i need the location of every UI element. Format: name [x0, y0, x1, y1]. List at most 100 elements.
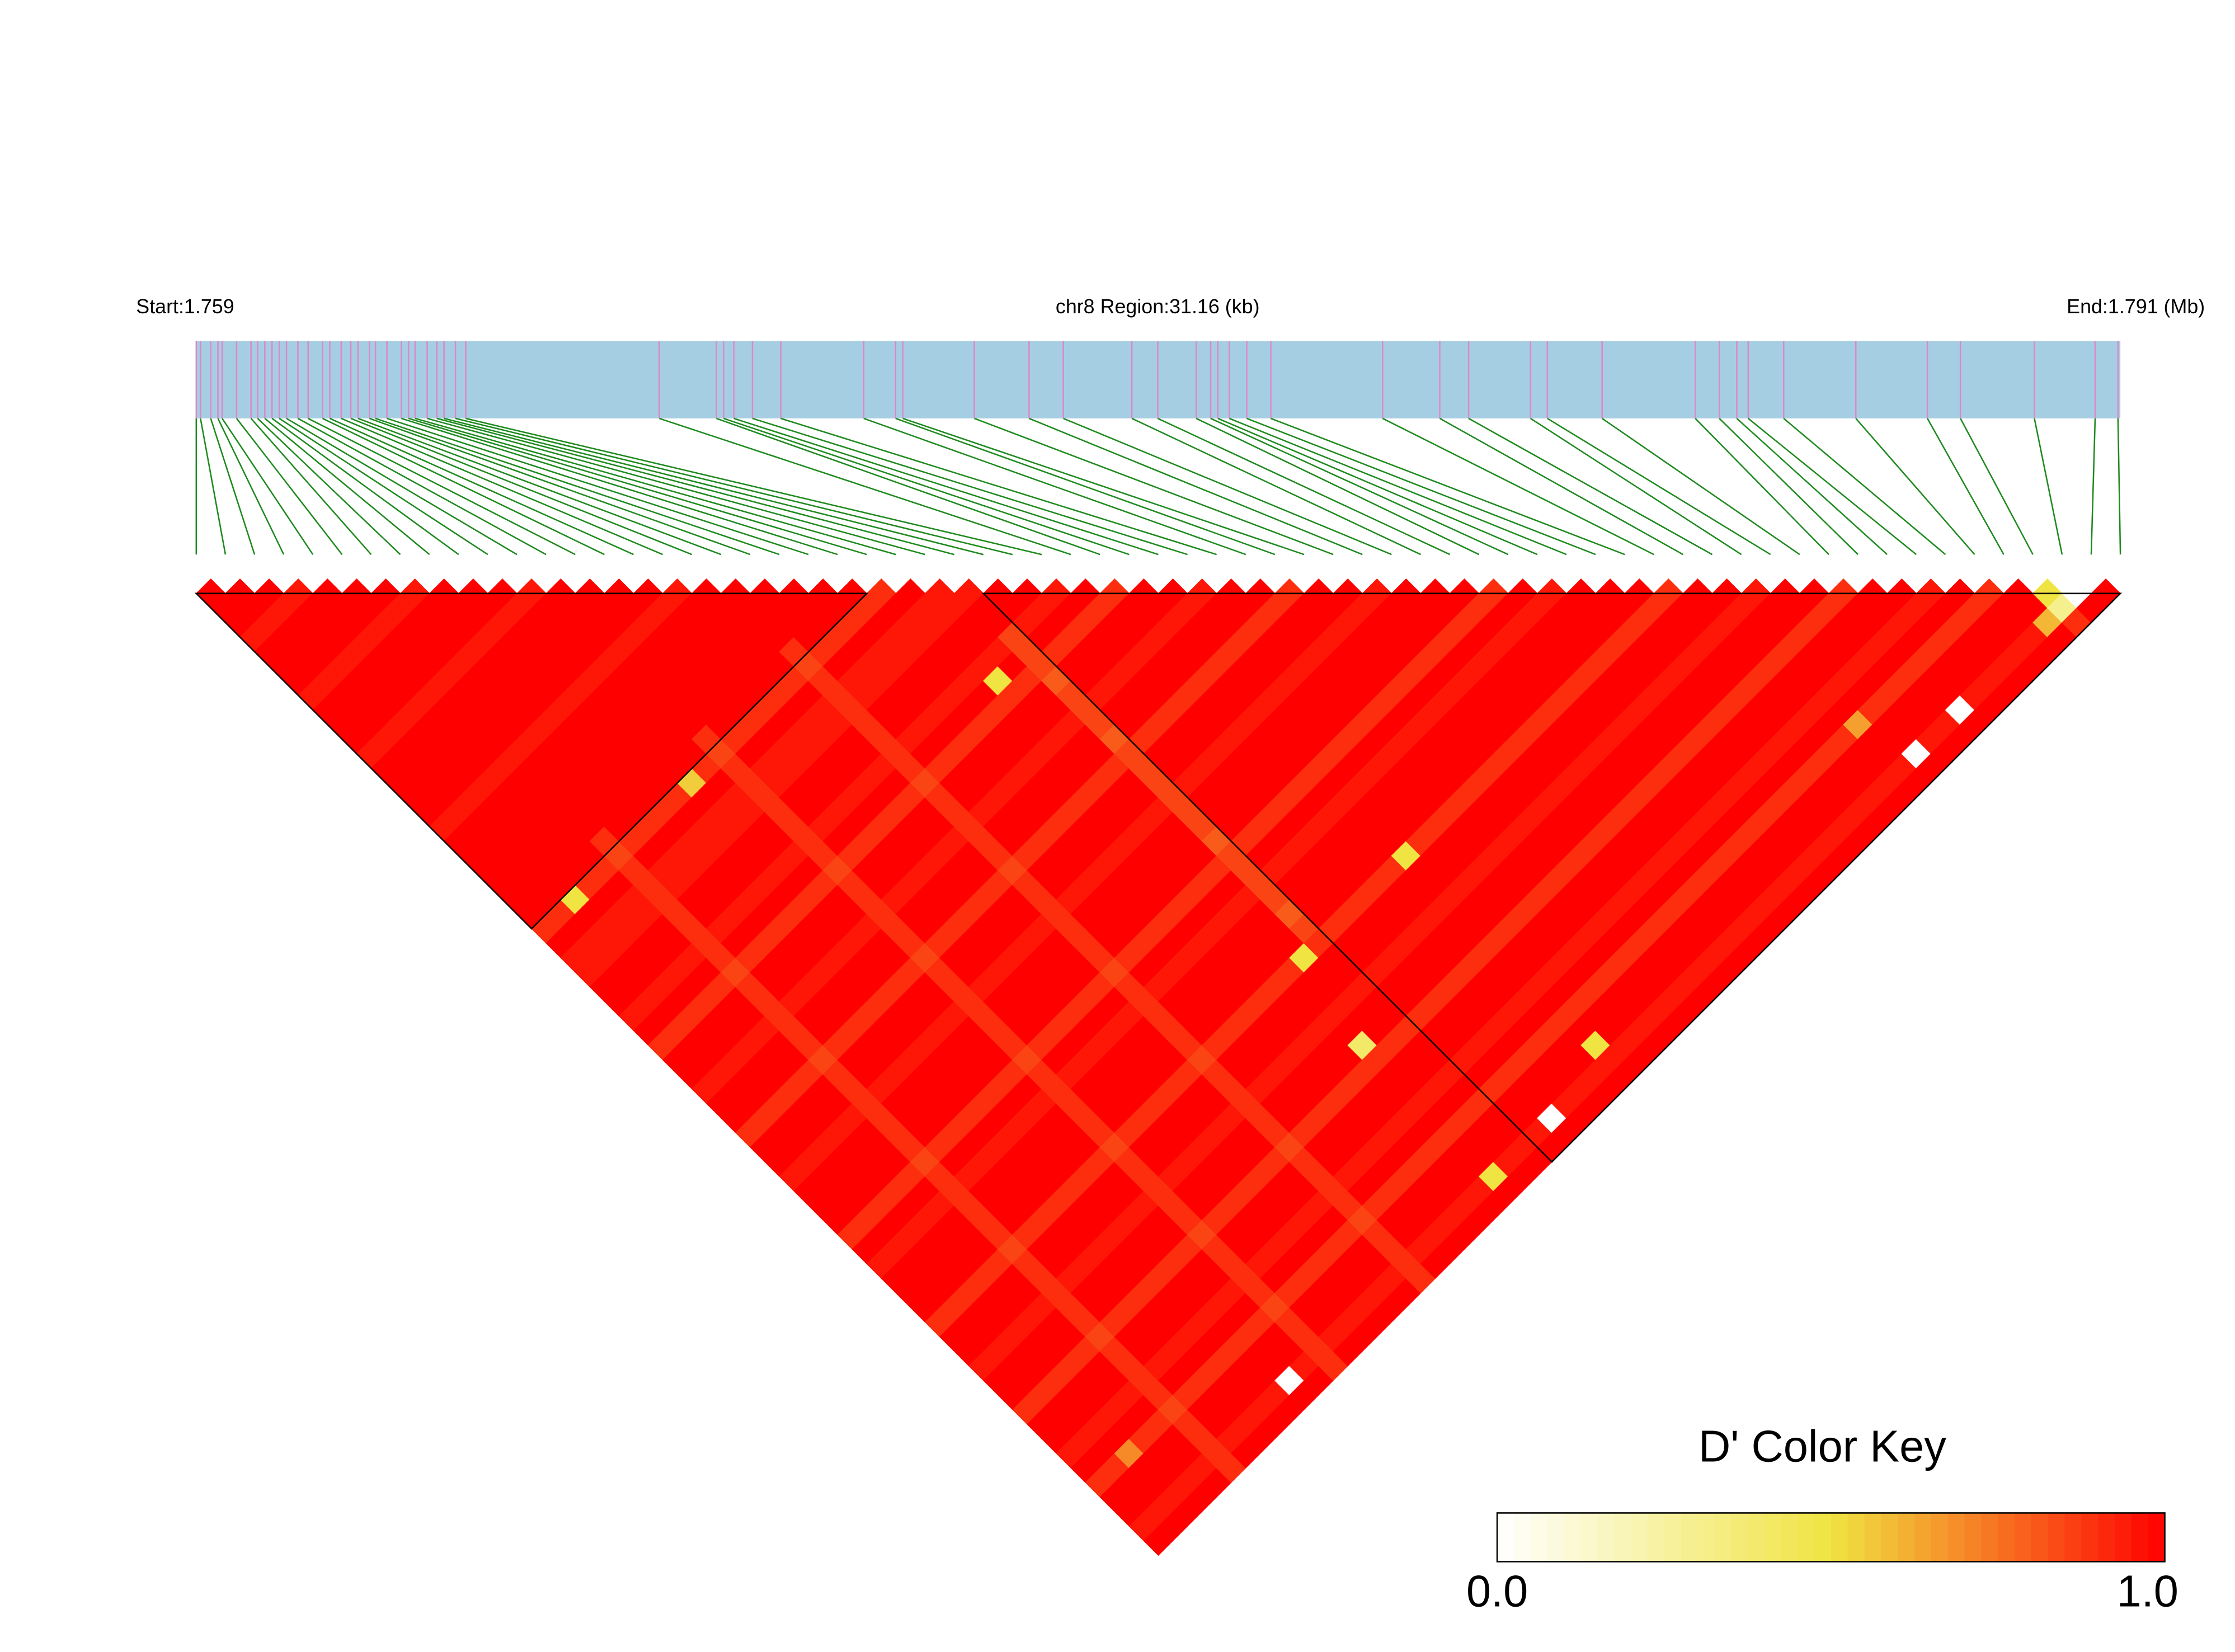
- color-key-step: [1547, 1513, 1565, 1562]
- color-key-step: [2015, 1513, 2032, 1562]
- snp-connector: [1468, 417, 1713, 556]
- snp-connector: [322, 417, 605, 556]
- color-key-step: [1898, 1513, 1915, 1562]
- snp-connector: [1028, 417, 1363, 556]
- snp-connector: [465, 417, 1042, 556]
- color-key-step: [1564, 1513, 1582, 1562]
- snp-connector: [1719, 418, 1859, 556]
- snp-connector: [1217, 417, 1538, 556]
- start-label: Start:1.759: [136, 295, 234, 318]
- snp-connector: [863, 417, 1246, 556]
- color-key-step: [1864, 1513, 1882, 1562]
- snp-connector: [279, 417, 488, 556]
- color-key-step: [1998, 1513, 2015, 1562]
- color-key-step: [2131, 1513, 2149, 1562]
- color-key-step: [2081, 1513, 2098, 1562]
- color-key-step: [1764, 1513, 1782, 1562]
- snp-connector: [217, 418, 285, 555]
- snp-connector: [723, 417, 1130, 556]
- color-key-step: [1931, 1513, 1949, 1562]
- snp-connector: [271, 417, 459, 556]
- snp-connector: [221, 418, 314, 555]
- snp-connector: [250, 418, 372, 556]
- color-key-step: [1914, 1513, 1932, 1562]
- color-key-step: [1964, 1513, 1982, 1562]
- color-key-step: [1747, 1513, 1765, 1562]
- snp-connector: [436, 417, 955, 556]
- color-key-step: [2064, 1513, 2082, 1562]
- color-key-step: [1513, 1513, 1531, 1562]
- block-outline: [981, 592, 2123, 1163]
- snp-connector: [1547, 417, 1771, 556]
- snp-connector: [415, 417, 896, 556]
- snp-connector: [297, 417, 547, 556]
- color-key-step: [1814, 1513, 1832, 1562]
- snp-connector: [1131, 417, 1422, 556]
- color-key-step: [1697, 1513, 1715, 1562]
- snp-connector: [659, 417, 1071, 556]
- snp-connector: [308, 417, 576, 556]
- color-key-step: [2115, 1513, 2132, 1562]
- color-key-step: [1714, 1513, 1731, 1562]
- snp-connector: [264, 417, 430, 556]
- snp-connector: [455, 417, 1013, 556]
- color-key-step: [1681, 1513, 1698, 1562]
- snp-connector: [1210, 417, 1509, 556]
- snp-connector: [1063, 417, 1392, 556]
- color-key-tick-label: 1.0: [2117, 1566, 2178, 1616]
- snp-connector: [401, 417, 838, 556]
- color-key-step: [2048, 1513, 2065, 1562]
- snp-connector: [369, 417, 751, 556]
- snp-connector: [733, 417, 1159, 556]
- color-key-step: [2148, 1513, 2166, 1562]
- snp-connector: [1601, 417, 1800, 556]
- block-outline: [194, 592, 869, 930]
- snp-connector: [1157, 417, 1451, 556]
- snp-connector: [357, 417, 722, 556]
- snp-connector: [1736, 417, 1888, 556]
- snp-connector: [341, 417, 664, 556]
- snp-connector: [1748, 417, 1917, 556]
- snp-connector: [1960, 418, 2034, 555]
- snp-connector: [236, 418, 343, 555]
- snp-connector: [2034, 418, 2063, 555]
- region-label: chr8 Region:31.16 (kb): [1056, 295, 1260, 318]
- snp-connector: [1695, 418, 1829, 556]
- color-key-step: [2031, 1513, 2049, 1562]
- snp-connector: [1439, 417, 1684, 556]
- snp-connector: [974, 417, 1334, 556]
- snp-connector: [1382, 417, 1654, 556]
- color-key-tick-label: 0.0: [1466, 1566, 1528, 1616]
- color-key-step: [1847, 1513, 1865, 1562]
- snp-connector: [350, 417, 693, 556]
- color-key-step: [1831, 1513, 1848, 1562]
- color-key-step: [1664, 1513, 1682, 1562]
- color-key-step: [1647, 1513, 1665, 1562]
- snp-connector: [716, 417, 1100, 556]
- snp-connector: [408, 417, 867, 556]
- color-key-step: [1781, 1513, 1798, 1562]
- snp-connector: [1855, 418, 1975, 556]
- snp-connector: [895, 417, 1276, 556]
- snp-connector: [286, 417, 517, 556]
- snp-connector: [2090, 418, 2096, 555]
- snp-connector: [375, 417, 780, 556]
- snp-connector: [902, 417, 1305, 556]
- end-label: End:1.791 (Mb): [2067, 295, 2205, 318]
- color-key-step: [1798, 1513, 1815, 1562]
- snp-connector: [1196, 417, 1480, 556]
- snp-connector: [2117, 418, 2121, 555]
- color-key-step: [1947, 1513, 1965, 1562]
- color-key-step: [1630, 1513, 1648, 1562]
- color-key-step: [1497, 1513, 1514, 1562]
- snp-connector: [1246, 417, 1596, 556]
- snp-connector: [1271, 417, 1625, 556]
- snp-connector: [1927, 418, 2005, 555]
- color-key-step: [1613, 1513, 1631, 1562]
- snp-connector: [329, 417, 634, 556]
- snp-connector: [210, 418, 256, 555]
- color-key-step: [1881, 1513, 1898, 1562]
- snp-connector: [780, 417, 1217, 556]
